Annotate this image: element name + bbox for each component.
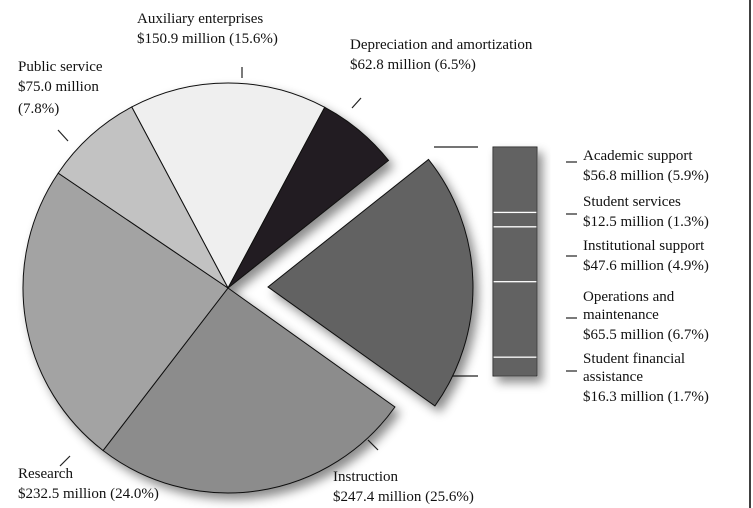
slice-label: Auxiliary enterprises $150.9 million (15.…	[137, 10, 357, 50]
label-name: Student financial assistance	[583, 351, 686, 385]
bar-segment	[492, 211, 538, 228]
label-value: $232.5 million (24.0%)	[18, 486, 159, 502]
leader-line	[59, 455, 71, 467]
slice-label: Operations and maintenance $65.5 million …	[583, 288, 743, 346]
label-name: Institutional support	[583, 238, 705, 254]
label-value: $150.9 million (15.6%)	[137, 31, 278, 47]
leader-line	[57, 129, 69, 142]
pie-slice-other	[267, 158, 474, 407]
label-value: $247.4 million (25.6%)	[333, 489, 474, 505]
pie-slice	[22, 172, 229, 452]
label-name: Auxiliary enterprises	[137, 11, 264, 27]
label-name: Research	[18, 466, 73, 482]
label-value: $56.8 million (5.9%)	[583, 168, 709, 184]
label-value: $12.5 million (1.3%)	[583, 214, 709, 230]
label-value: $65.5 million (6.7%)	[583, 327, 709, 343]
bar-segment	[492, 146, 538, 214]
slice-label: Public service $75.0 million (7.8%)	[18, 58, 140, 120]
slice-label: Research $232.5 million (24.0%)	[18, 465, 238, 505]
label-name: Student services	[583, 194, 681, 210]
bar-outline	[492, 146, 538, 377]
bar-stack	[492, 146, 538, 377]
slice-label: Institutional support $47.6 million (4.9%…	[583, 237, 743, 277]
label-value: $47.6 million (4.9%)	[583, 258, 709, 274]
bar-segment	[492, 281, 538, 358]
leader-line	[351, 97, 362, 109]
label-value: $75.0 million (7.8%)	[18, 79, 99, 117]
label-name: Instruction	[333, 469, 398, 485]
label-name: Depreciation and amortization	[350, 37, 533, 53]
pie-slice	[131, 82, 326, 290]
slice-label: Depreciation and amortization $62.8 milli…	[350, 36, 590, 76]
bar-segment	[492, 356, 538, 377]
leader-line	[367, 439, 379, 451]
pie	[22, 82, 474, 494]
label-name: Academic support	[583, 148, 693, 164]
leader-lines	[57, 67, 577, 467]
slice-label: Academic support $56.8 million (5.9%)	[583, 147, 743, 187]
bar-segment	[492, 226, 538, 283]
label-value: $62.8 million (6.5%)	[350, 57, 476, 73]
label-name: Operations and maintenance	[583, 289, 675, 323]
pie-slice	[102, 287, 396, 494]
label-value: $16.3 million (1.7%)	[583, 389, 709, 405]
pie-slice	[57, 106, 229, 289]
pie-slice	[227, 106, 390, 289]
slice-label: Student services $12.5 million (1.3%)	[583, 193, 743, 233]
slice-label: Instruction $247.4 million (25.6%)	[333, 468, 553, 508]
slice-label: Student financial assistance $16.3 millio…	[583, 350, 743, 408]
label-name: Public service	[18, 59, 103, 75]
